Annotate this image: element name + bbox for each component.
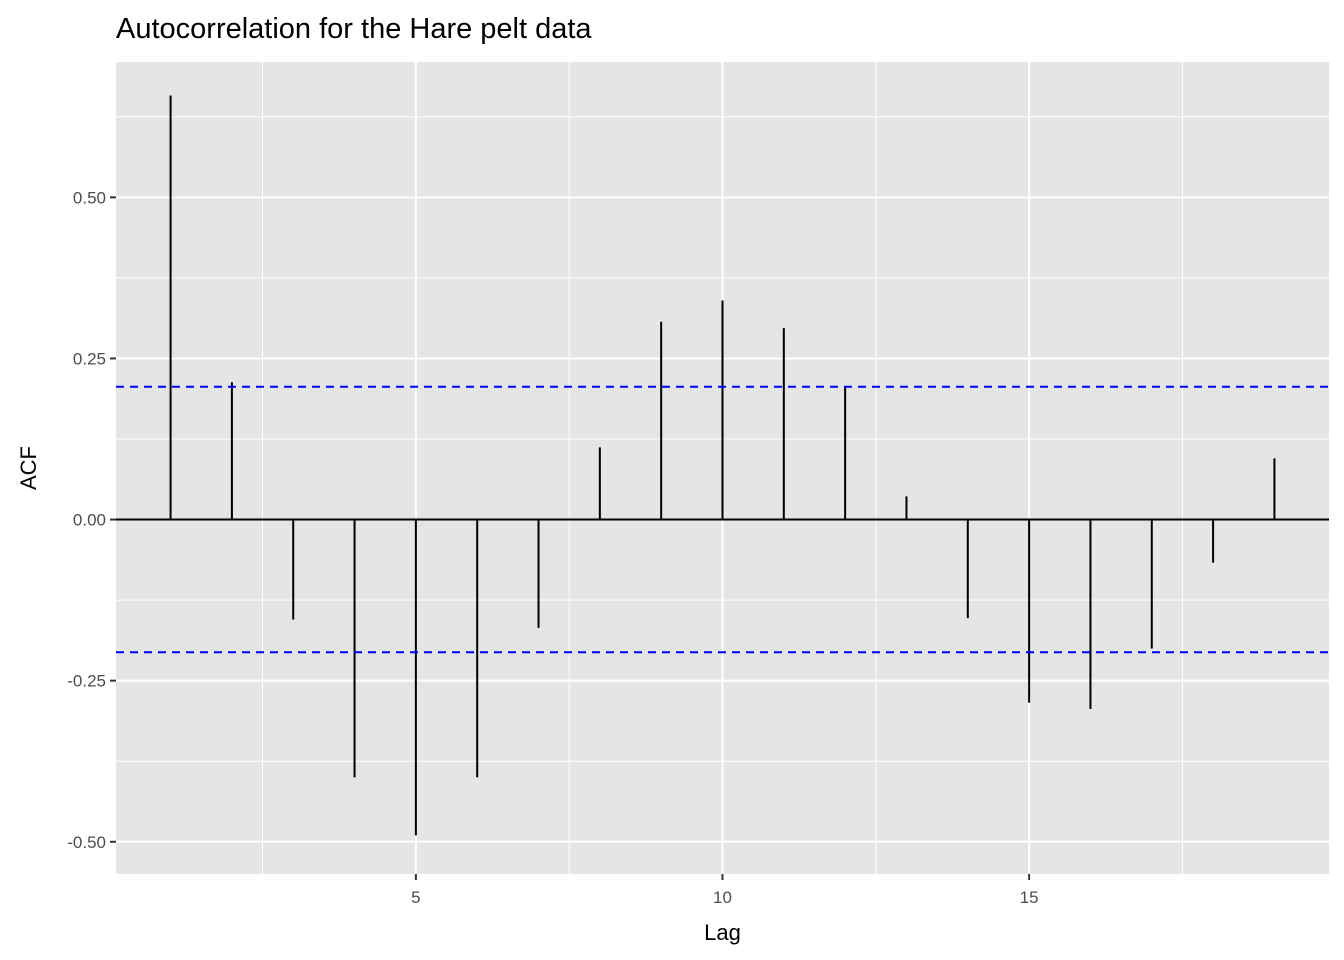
y-tick-label: -0.25: [67, 672, 106, 691]
acf-bars: [169, 95, 1276, 836]
y-axis-title: ACF: [16, 446, 41, 490]
y-tick-label: 0.50: [73, 188, 106, 207]
x-axis: 5 10 15: [411, 874, 1039, 907]
x-tick-label: 10: [713, 888, 732, 907]
chart-title: Autocorrelation for the Hare pelt data: [116, 13, 592, 45]
y-tick-label: -0.50: [67, 833, 106, 852]
x-tick-label: 5: [411, 888, 420, 907]
x-tick-label: 15: [1020, 888, 1039, 907]
x-axis-title: Lag: [704, 920, 741, 945]
y-axis: 0.50 0.25 0.00 -0.25 -0.50: [67, 188, 116, 852]
confidence-lines: [116, 385, 1329, 654]
y-tick-label: 0.25: [73, 349, 106, 368]
y-tick-label: 0.00: [73, 511, 106, 530]
